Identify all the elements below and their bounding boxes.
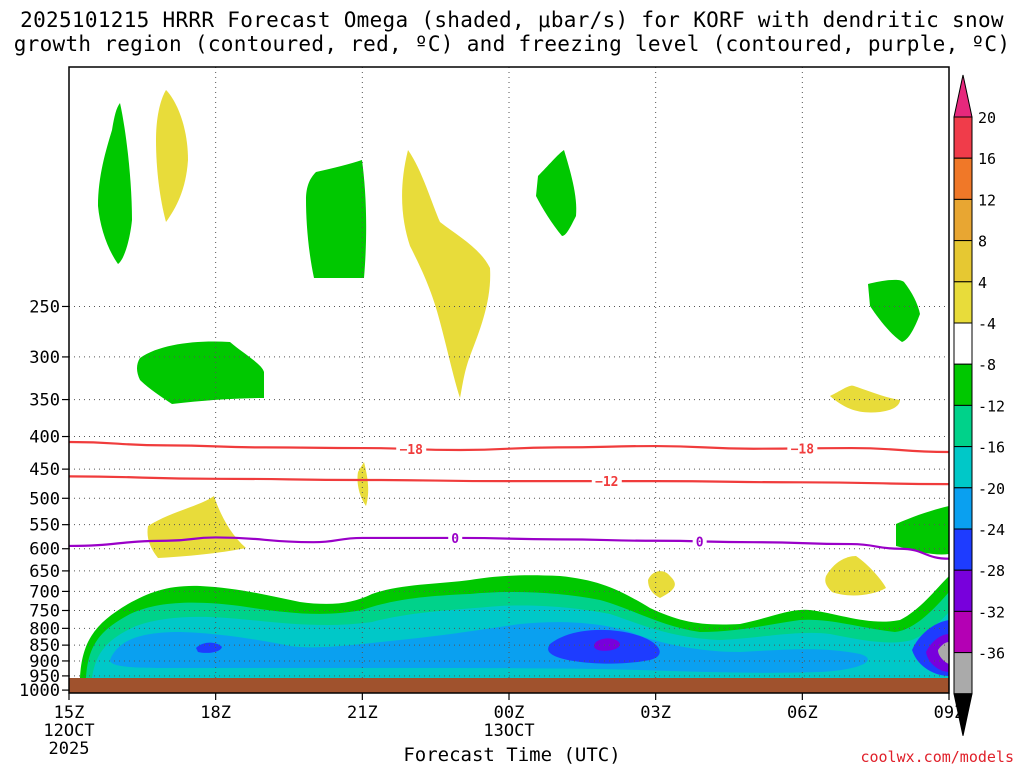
y-tick-label-400: 400 <box>29 428 60 448</box>
colorbar: 20 16 12 8 4 -4 -8 -12 -16 -20 -24 -28 -32 -36 <box>953 74 1005 736</box>
credit-link[interactable]: coolwx.com/models <box>860 748 1014 766</box>
omega-plus4-mid-2 <box>830 385 900 413</box>
omega-plus4-upper-2 <box>402 150 491 398</box>
omega-minus4-mid-1 <box>137 341 264 404</box>
y-tick-label-950: 950 <box>29 667 60 687</box>
omega-core-minus20-c <box>312 648 362 659</box>
omega-minus4-upper-1 <box>98 103 132 264</box>
colorbar-label-13: -36 <box>978 645 1005 663</box>
colorbar-swatch-5 <box>953 322 973 365</box>
contour-label-0-0: −18 <box>399 443 423 458</box>
colorbar-label-1: 16 <box>978 150 996 168</box>
x-axis-title: Forecast Time (UTC) <box>403 744 621 766</box>
contour-label-2-0: 0 <box>451 532 459 547</box>
colorbar-label-10: -24 <box>978 521 1005 539</box>
omega-minus4-low-edge <box>896 506 949 555</box>
contour-line-1 <box>69 475 949 486</box>
colorbar-swatch-6 <box>953 363 973 406</box>
colorbar-swatch-9 <box>953 487 973 530</box>
x-tick-label-21Z: 21Z <box>347 703 378 723</box>
colorbar-swatch-10 <box>953 528 973 571</box>
chart-title-line-1: 2025101215 HRRR Forecast Omega (shaded, … <box>20 8 1004 32</box>
omega-plus4-mid-1 <box>357 462 369 506</box>
x-tick-label-06Z: 06Z <box>787 703 818 723</box>
colorbar-label-0: 20 <box>978 109 996 127</box>
colorbar-label-7: -12 <box>978 397 1005 415</box>
omega-core-minus20-b <box>196 642 222 653</box>
omega-shading <box>80 90 949 678</box>
ground-surface <box>69 678 949 693</box>
x-tick-date-00Z: 13OCT <box>483 721 534 741</box>
colorbar-swatch-7 <box>953 404 973 448</box>
colorbar-label-8: -16 <box>978 439 1005 457</box>
contour-label-2-1: 0 <box>696 535 704 550</box>
colorbar-label-5: -4 <box>978 315 996 333</box>
colorbar-swatch-12 <box>953 610 973 654</box>
colorbar-swatch-2 <box>953 198 973 242</box>
contour-label-bg-0-0 <box>396 442 427 457</box>
colorbar-swatch-11 <box>953 569 973 612</box>
x-tick-label-18Z: 18Z <box>200 703 231 723</box>
y-tick-label-800: 800 <box>29 619 60 639</box>
x-tick-label-03Z: 03Z <box>640 703 671 723</box>
colorbar-label-11: -28 <box>978 562 1005 580</box>
omega-plus4-low-2 <box>825 556 886 596</box>
y-axis-ticks: 2503003504004505005506006507007508008509… <box>19 297 69 701</box>
contour-label-0-1: −18 <box>791 442 815 457</box>
contour-label-bg-1-0 <box>591 474 622 489</box>
y-tick-label-250: 250 <box>29 297 60 317</box>
y-tick-label-750: 750 <box>29 601 60 621</box>
contour-label-bg-2-1 <box>692 534 707 549</box>
colorbar-label-4: 4 <box>978 274 987 292</box>
colorbar-swatch-1 <box>953 157 973 200</box>
colorbar-top-arrow <box>953 74 973 118</box>
colorbar-swatch-13 <box>953 652 973 695</box>
y-tick-label-300: 300 <box>29 348 60 368</box>
y-tick-label-850: 850 <box>29 636 60 656</box>
omega-core-edge-2 <box>926 634 949 672</box>
temperature-contours: −18 −18 −12 0 0 <box>69 440 949 560</box>
colorbar-label-3: 8 <box>978 233 987 251</box>
chart-title-line-2: growth region (contoured, red, ºC) and f… <box>13 32 1011 56</box>
colorbar-label-6: -8 <box>978 356 996 374</box>
plot-gridlines <box>69 67 949 693</box>
x-tick-year-15Z: 2025 <box>49 739 90 759</box>
colorbar-label-2: 12 <box>978 191 996 209</box>
omega-core-edge-3 <box>938 642 949 664</box>
chart-title: 2025101215 HRRR Forecast Omega (shaded, … <box>0 8 1024 56</box>
y-tick-label-500: 500 <box>29 489 60 509</box>
colorbar-swatch-4 <box>953 281 973 324</box>
omega-minus4-mid-2 <box>868 279 920 342</box>
omega-core-minus24-a <box>593 638 620 651</box>
y-tick-label-650: 650 <box>29 562 60 582</box>
contour-line-2 <box>69 536 949 560</box>
contour-label-1-0: −12 <box>595 475 618 490</box>
y-tick-label-1000: 1000 <box>19 681 60 701</box>
x-tick-date-15Z: 12OCT <box>43 721 94 741</box>
y-tick-label-550: 550 <box>29 516 60 536</box>
colorbar-swatch-3 <box>953 240 973 283</box>
contour-label-bg-0-1 <box>787 441 818 456</box>
omega-plus4-upper-3 <box>147 496 246 558</box>
colorbar-label-9: -20 <box>978 480 1005 498</box>
y-tick-label-700: 700 <box>29 582 60 602</box>
colorbar-swatch-0 <box>953 116 973 159</box>
omega-band-minus16 <box>110 622 868 673</box>
colorbar-label-12: -32 <box>978 603 1005 621</box>
x-tick-label-00Z: 00Z <box>494 703 525 723</box>
y-tick-label-350: 350 <box>29 391 60 411</box>
omega-minus4-upper-3 <box>536 150 577 236</box>
x-tick-label-15Z: 15Z <box>54 703 85 723</box>
contour-label-bg-2-0 <box>448 530 463 545</box>
y-tick-label-900: 900 <box>29 652 60 672</box>
colorbar-swatch-8 <box>953 446 973 489</box>
colorbar-bottom-arrow <box>953 693 973 736</box>
omega-plus4-upper-1 <box>156 90 188 222</box>
y-tick-label-600: 600 <box>29 540 60 560</box>
y-tick-label-450: 450 <box>29 460 60 480</box>
omega-minus4-upper-2 <box>306 160 367 278</box>
